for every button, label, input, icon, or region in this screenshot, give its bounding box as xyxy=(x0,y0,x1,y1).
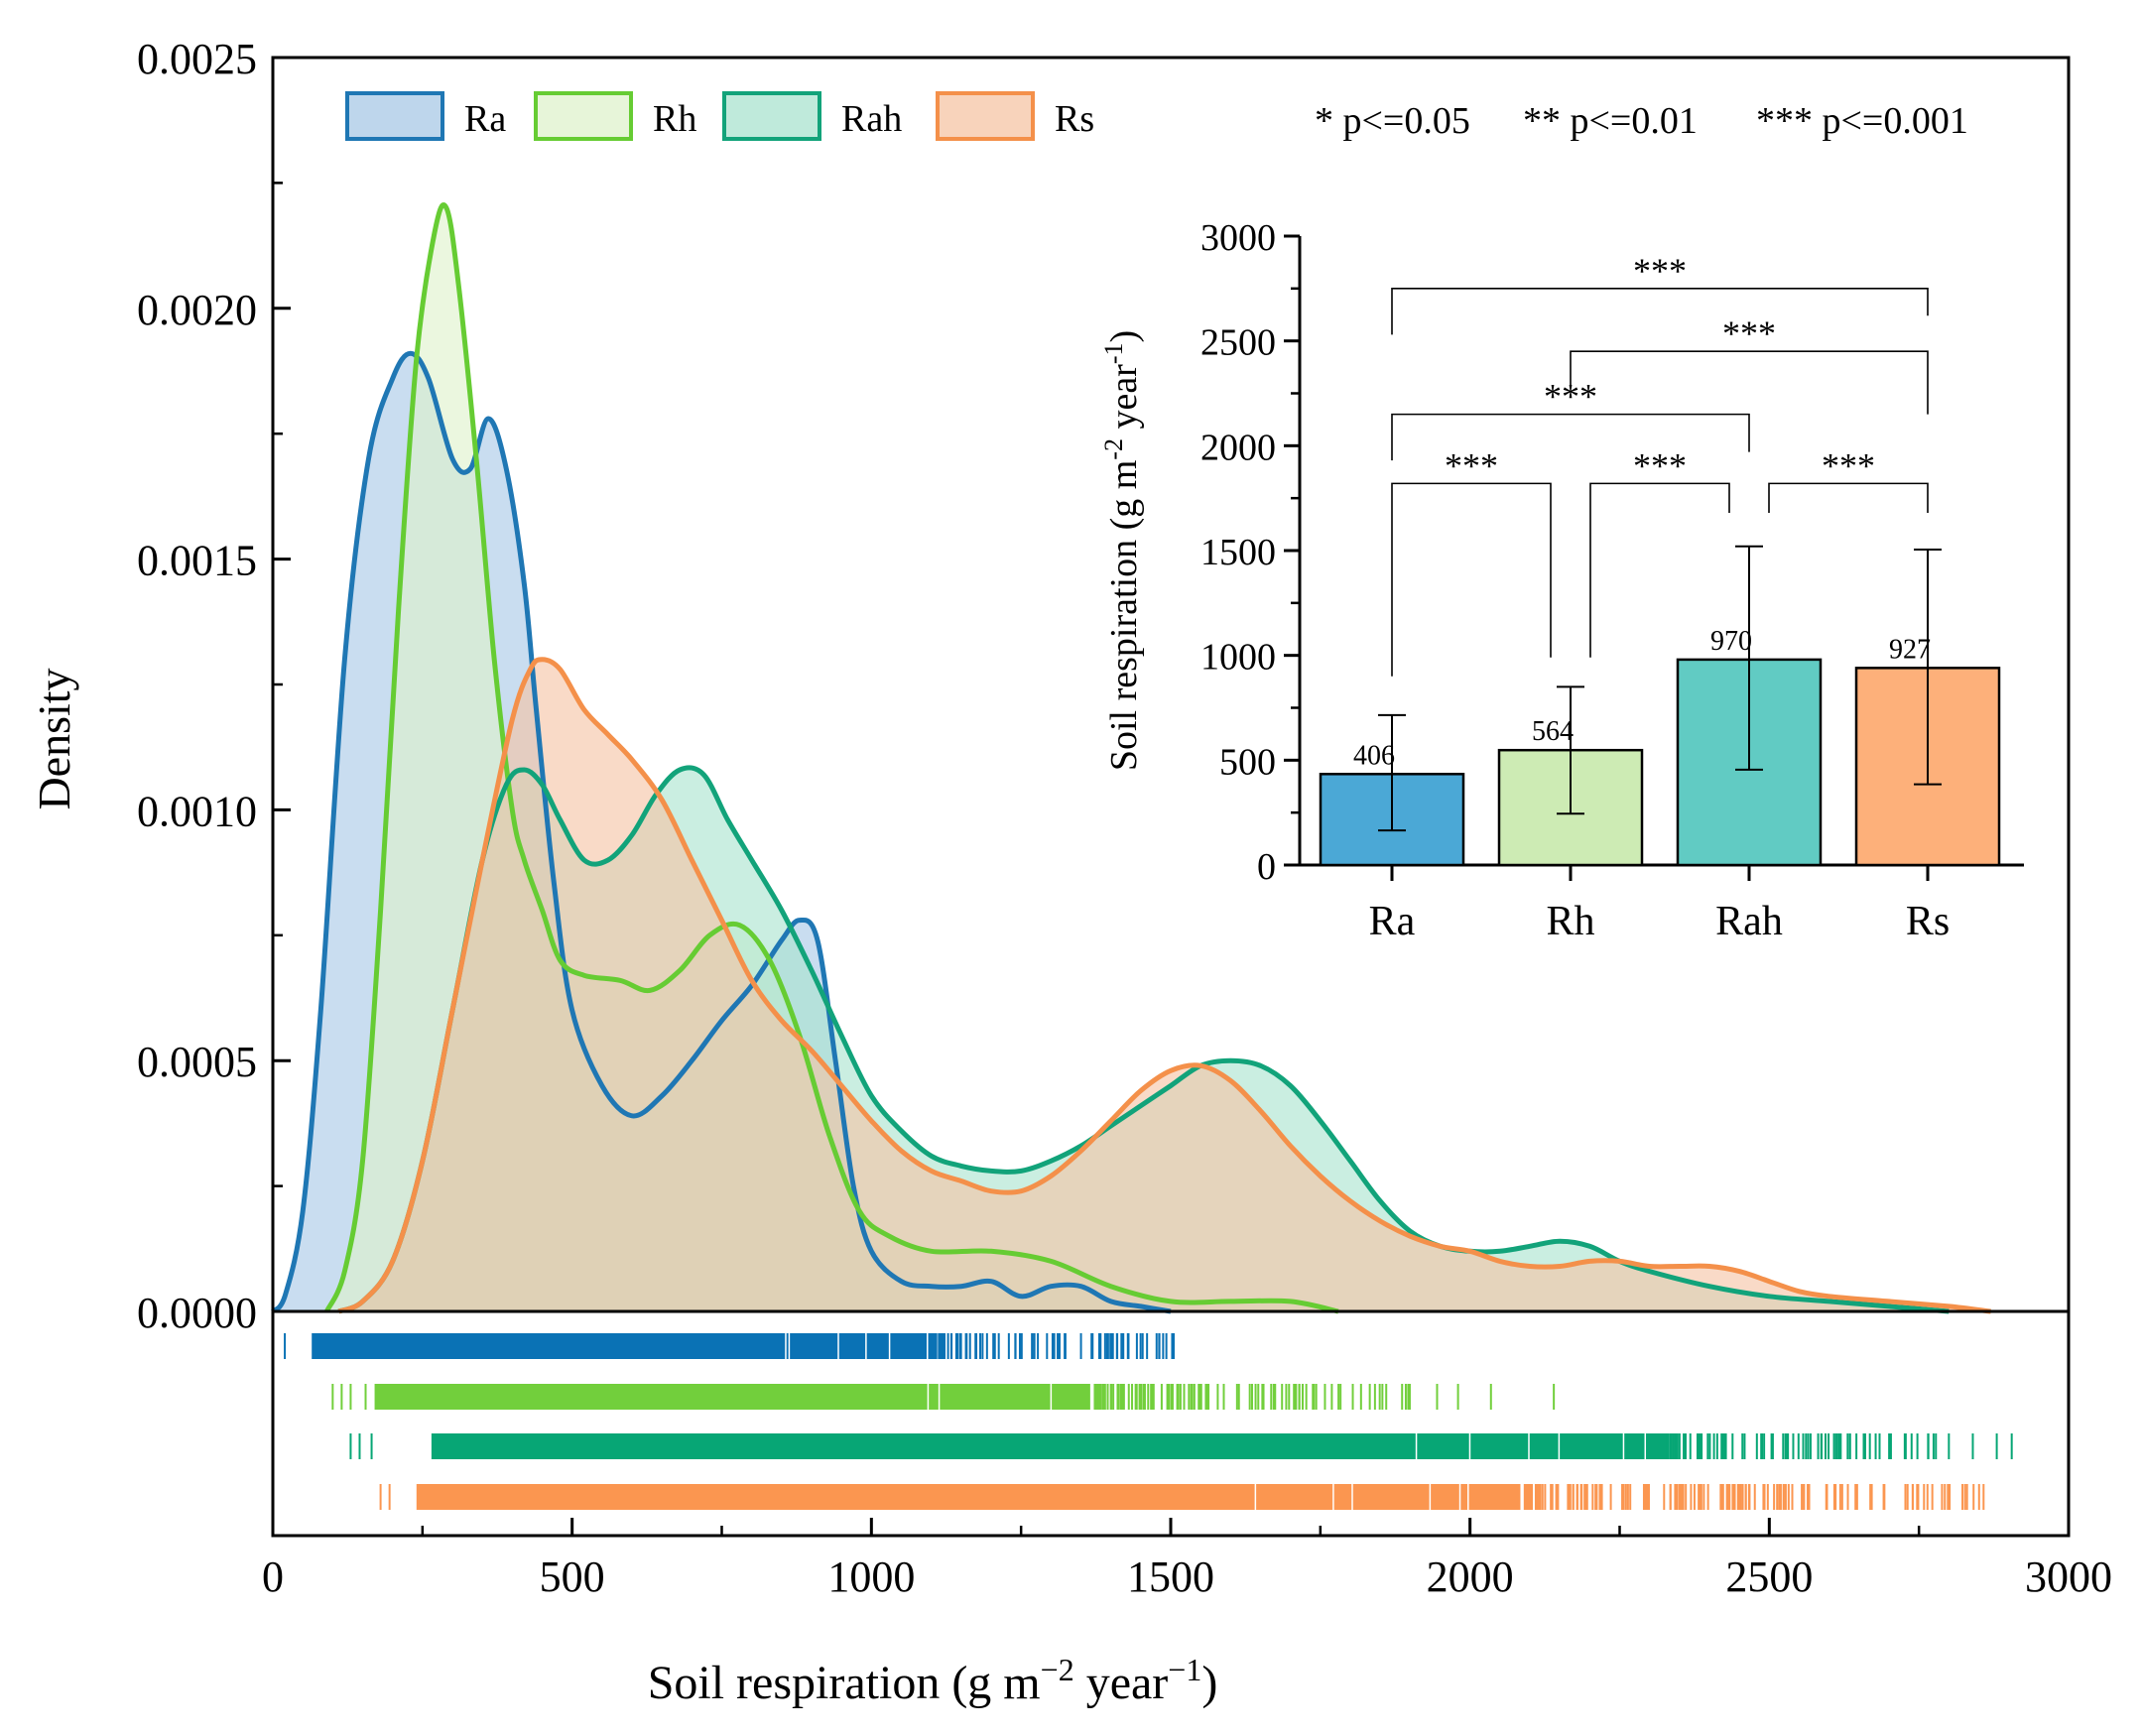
inset-y-tick-label: 1000 xyxy=(1200,637,1276,679)
inset-bar-value-label-rh: 564 xyxy=(1532,716,1574,747)
density-line-rah xyxy=(337,765,1950,1314)
significance-label: *** xyxy=(1822,445,1875,485)
legend-swatch-rh xyxy=(534,91,633,141)
significance-bracket xyxy=(1589,482,1730,658)
y-tick-label: 0.0015 xyxy=(137,537,257,585)
density-line-rs xyxy=(337,657,1991,1314)
significance-legend-item: * p<=0.05 xyxy=(1315,100,1470,142)
density-line-ra xyxy=(271,350,1172,1314)
significance-bracket xyxy=(1391,482,1552,677)
y-tick-label: 0.0010 xyxy=(137,787,257,835)
significance-bracket xyxy=(1570,350,1929,415)
y-tick-label: 0.0020 xyxy=(137,286,257,334)
density-line-rh xyxy=(324,202,1339,1314)
x-tick-label: 1000 xyxy=(827,1552,915,1601)
y-tick-label: 0.0000 xyxy=(137,1289,257,1337)
inset-bar-value-label-ra: 406 xyxy=(1353,740,1395,771)
legend-label-rs: Rs xyxy=(1055,98,1094,140)
x-tick-label: 2000 xyxy=(1427,1552,1514,1601)
significance-label: *** xyxy=(1544,377,1597,417)
significance-legend-item: *** p<=0.001 xyxy=(1756,100,1968,142)
significance-bracket xyxy=(1391,288,1929,335)
legend-swatch-ra xyxy=(345,91,444,141)
inset-bar-value-label-rs: 927 xyxy=(1889,634,1931,665)
significance-label: *** xyxy=(1633,251,1687,291)
inset-y-tick-label: 1500 xyxy=(1200,532,1276,573)
density-fill-rs xyxy=(338,659,1991,1311)
inset-x-tick-label-rs: Rs xyxy=(1906,899,1950,944)
x-axis-title: Soil respiration (g m−2 year−1) xyxy=(648,1652,1218,1709)
legend-swatch-rah xyxy=(722,91,821,141)
x-tick-label: 1500 xyxy=(1127,1552,1214,1601)
rug-dense-ra xyxy=(312,1333,938,1359)
inset-bar-value-label-rah: 970 xyxy=(1710,626,1752,657)
y-tick-label: 0.0025 xyxy=(137,35,257,83)
rug-dense-rah xyxy=(431,1433,1668,1459)
inset-x-tick-label-rah: Rah xyxy=(1715,899,1783,944)
main-axes: 0.0000 0.0005 0.0010 0.0015 0.0020 0.0025 0 500… xyxy=(137,35,2112,1601)
rug-dense-rh xyxy=(374,1384,1093,1410)
significance-bracket xyxy=(1768,482,1929,513)
rug-dense-rs xyxy=(416,1484,1518,1510)
legend-swatch-rs xyxy=(936,91,1035,141)
inset-x-tick-label-rh: Rh xyxy=(1546,899,1594,944)
legend-label-rh: Rh xyxy=(653,98,696,140)
inset-y-tick-label: 500 xyxy=(1219,741,1276,783)
significance-label: *** xyxy=(1445,445,1498,485)
inset-bar-chart: 0 500 1000 1500 2000 2500 3000 406 Ra 564 Rh 970 Rah… xyxy=(1200,217,2024,944)
inset-y-axis-title: Soil respiration (g m-2 year-1) xyxy=(1099,330,1145,771)
inset-x-tick-label-ra: Ra xyxy=(1369,899,1416,944)
density-lines xyxy=(271,202,1991,1314)
y-tick-label: 0.0005 xyxy=(137,1038,257,1086)
x-tick-label: 2500 xyxy=(1725,1552,1813,1601)
inset-y-tick-label: 0 xyxy=(1257,846,1276,888)
inset-y-tick-label: 2500 xyxy=(1200,322,1276,364)
significance-label: *** xyxy=(1633,445,1687,485)
x-tick-label: 3000 xyxy=(2025,1552,2112,1601)
inset-y-tick-label: 2000 xyxy=(1200,427,1276,468)
significance-legend-item: ** p<=0.01 xyxy=(1523,100,1698,142)
significance-label: *** xyxy=(1722,313,1776,353)
rug-plot xyxy=(284,1333,2013,1510)
significance-bracket xyxy=(1391,413,1750,461)
x-tick-label: 500 xyxy=(540,1552,605,1601)
x-tick-label: 0 xyxy=(262,1552,284,1601)
y-axis-title: Density xyxy=(29,668,79,809)
legend: Ra Rh Rah Rs * p<=0.05 ** p<=0.01 *** p<=0.001 xyxy=(345,91,1968,142)
legend-label-ra: Ra xyxy=(464,98,506,140)
legend-label-rah: Rah xyxy=(841,98,902,140)
inset-y-tick-label: 3000 xyxy=(1200,217,1276,259)
